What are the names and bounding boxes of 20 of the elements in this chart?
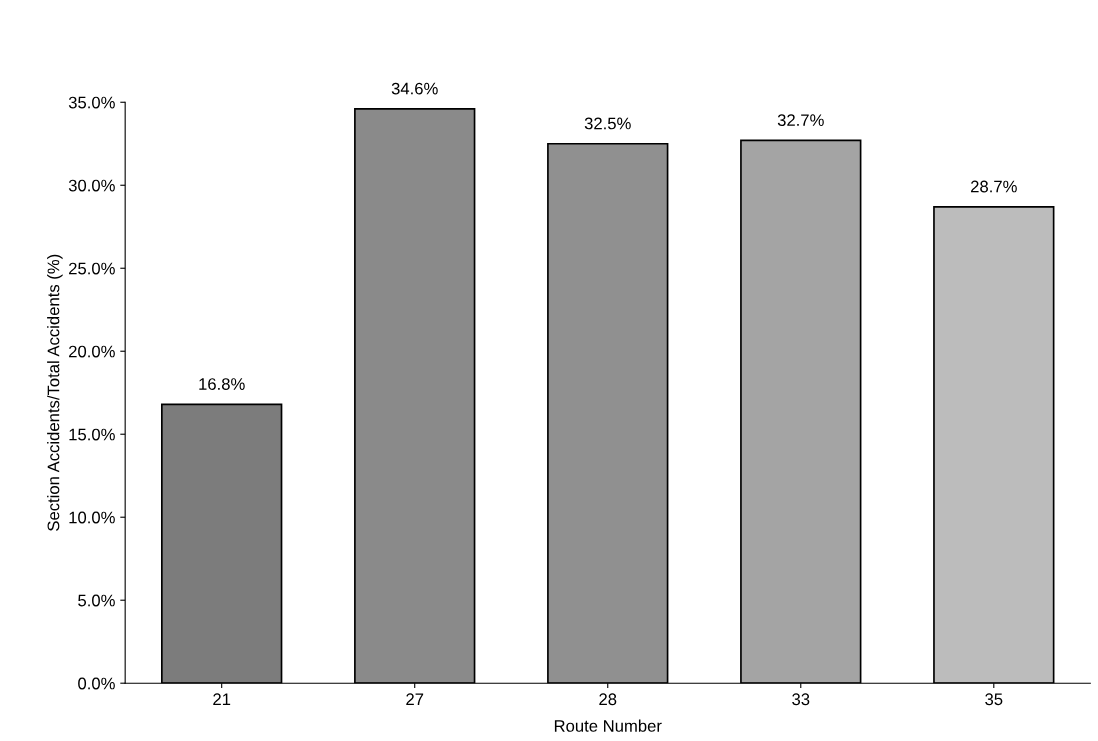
y-axis-title: Section Accidents/Total Accidents (%) xyxy=(47,254,63,531)
x-tick-label: 35 xyxy=(985,693,1003,706)
y-tick-label: 15.0% xyxy=(69,428,115,441)
data-label: 34.6% xyxy=(391,82,438,95)
data-label: 28.7% xyxy=(971,180,1017,193)
x-tick-label: 28 xyxy=(599,693,617,706)
y-tick-label: 0.0% xyxy=(78,677,115,690)
x-tick-label: 21 xyxy=(213,693,231,705)
data-label: 32.5% xyxy=(584,117,631,130)
data-label: 32.7% xyxy=(777,114,824,127)
x-tick-label: 33 xyxy=(792,693,810,706)
data-label: 16.8% xyxy=(199,378,245,390)
x-axis-title: Route Number xyxy=(554,719,662,732)
y-tick-label: 10.0% xyxy=(69,511,115,524)
y-tick-label: 25.0% xyxy=(69,262,115,275)
x-tick-label: 27 xyxy=(406,693,424,705)
y-tick-label: 5.0% xyxy=(78,594,115,607)
y-tick-label: 20.0% xyxy=(69,345,115,358)
y-tick-label: 30.0% xyxy=(68,179,115,192)
y-tick-label: 35.0% xyxy=(68,96,115,109)
